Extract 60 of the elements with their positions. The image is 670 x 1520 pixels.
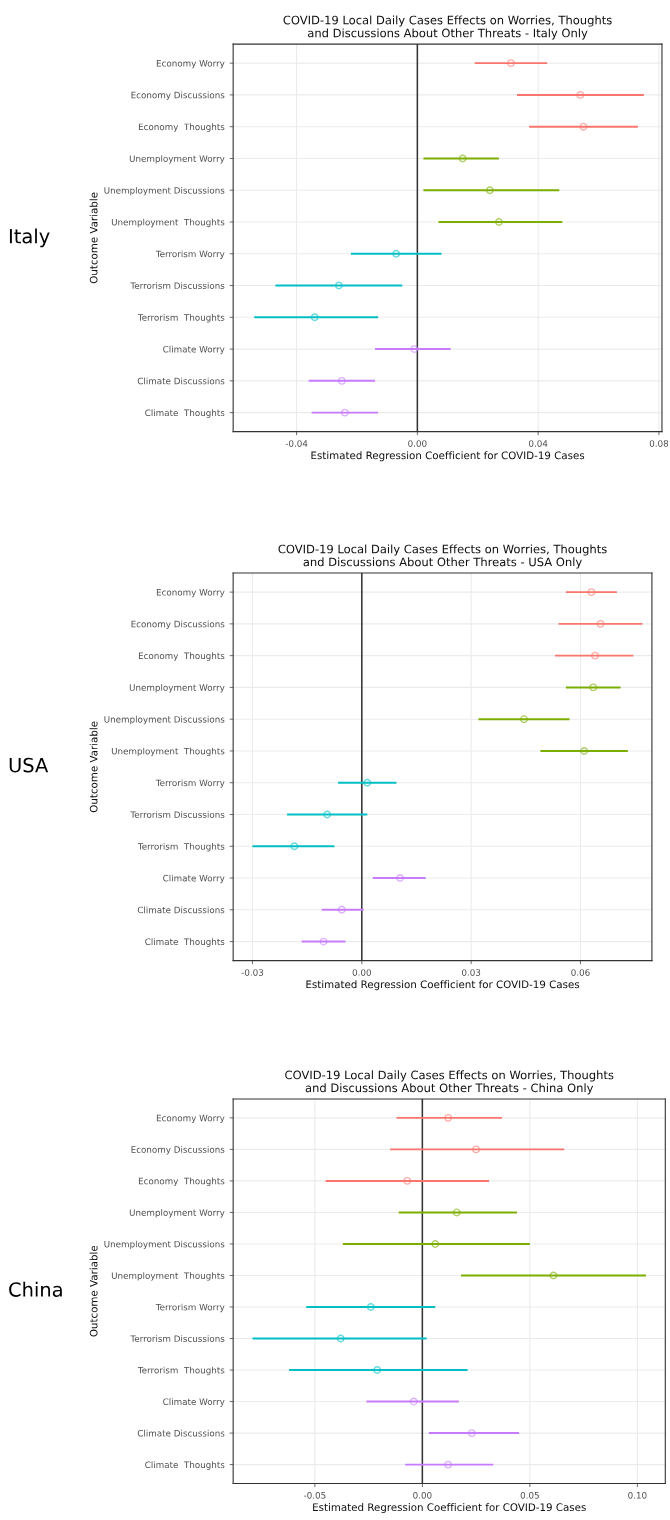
y-tick-label: Terrorism Thoughts	[137, 1366, 225, 1376]
chart-title: COVID-19 Local Daily Cases Effects on Worries, Thoughts and Discussions About Other Threats - China Only	[285, 1070, 614, 1095]
x-axis-title: Estimated Regression Coefficient for COVID-19 Cases	[306, 980, 580, 991]
y-tick-label: Climate Thoughts	[145, 938, 225, 947]
y-tick-label: Economy Discussions	[131, 620, 225, 630]
x-tick-label: -0.03	[241, 969, 264, 976]
x-axis-title: Estimated Regression Coefficient for COVID-19 Cases	[313, 1503, 586, 1514]
y-tick-label: Climate Thoughts	[145, 1461, 225, 1470]
x-tick-label: 0.08	[649, 440, 669, 447]
y-tick-label: Climate Discussions	[137, 377, 225, 385]
y-tick-label: Unemployment Thoughts	[111, 218, 225, 228]
y-tick-label: Economy Thoughts	[138, 652, 225, 661]
y-tick-label: Terrorism Thoughts	[137, 842, 225, 852]
x-tick-label: 0.05	[520, 1492, 539, 1499]
chart-title: COVID-19 Local Daily Cases Effects on Worries, Thoughts and Discussions About Other Threats - Italy Only	[283, 15, 612, 40]
y-tick-label: Unemployment Thoughts	[111, 1272, 225, 1281]
y-tick-label: Economy Worry	[156, 589, 225, 598]
x-tick-label: 0.03	[461, 969, 481, 976]
y-tick-label: Economy Worry	[156, 1114, 225, 1124]
y-tick-label: Economy Thoughts	[138, 123, 225, 132]
text: China	[9, 1281, 62, 1297]
y-axis-title: Outcome Variable	[89, 1245, 98, 1337]
chart-title: COVID-19 Local Daily Cases Effects on Worries, Thoughts and Discussions About Other Threats - USA Only	[278, 544, 607, 569]
y-tick-label: Terrorism Thoughts	[137, 313, 225, 323]
y-axis-title: Outcome Variable	[89, 192, 98, 284]
text: Italy	[9, 228, 50, 248]
x-tick-label: 0.04	[528, 440, 548, 447]
x-tick-label: 0.00	[408, 440, 427, 447]
y-tick-label: Economy Thoughts	[138, 1177, 225, 1187]
y-tick-label: Economy Worry	[156, 60, 225, 69]
y-axis-title: Outcome Variable	[89, 721, 98, 813]
y-tick-label: Economy Discussions	[131, 1146, 225, 1155]
x-axis-title: Estimated Regression Coefficient for COVID-19 Cases	[311, 451, 585, 462]
y-tick-label: Terrorism Worry	[155, 779, 225, 788]
y-tick-label: Unemployment Thoughts	[111, 747, 225, 757]
x-tick-label: 0.06	[571, 969, 590, 976]
y-tick-label: Unemployment Discussions	[104, 186, 225, 196]
x-tick-label: 0.00	[413, 1492, 432, 1499]
y-tick-label: Climate Discussions	[137, 1429, 225, 1437]
y-tick-label: Terrorism Worry	[155, 250, 225, 259]
y-tick-label: Climate Worry	[163, 345, 225, 355]
y-tick-label: Climate Worry	[163, 874, 225, 884]
x-tick-label: -0.04	[285, 440, 308, 447]
y-tick-label: Climate Worry	[163, 1398, 225, 1407]
x-tick-label: 0.10	[628, 1492, 647, 1499]
y-tick-label: Unemployment Worry	[129, 684, 225, 693]
x-tick-label: -0.05	[303, 1492, 326, 1499]
y-tick-label: Terrorism Discussions	[130, 811, 225, 818]
y-tick-label: Unemployment Discussions	[104, 1240, 225, 1250]
x-tick-label: 0.00	[352, 969, 371, 976]
y-tick-label: Climate Discussions	[137, 906, 225, 914]
y-tick-label: Unemployment Worry	[129, 155, 225, 164]
y-tick-label: Terrorism Worry	[155, 1303, 225, 1313]
y-tick-label: Terrorism Discussions	[130, 1335, 225, 1342]
y-tick-label: Unemployment Discussions	[104, 715, 225, 725]
text: USA	[9, 757, 49, 773]
y-tick-label: Terrorism Discussions	[130, 282, 225, 289]
y-tick-label: Unemployment Worry	[129, 1209, 225, 1218]
y-tick-label: Climate Thoughts	[145, 409, 225, 418]
y-tick-label: Economy Discussions	[131, 91, 225, 101]
